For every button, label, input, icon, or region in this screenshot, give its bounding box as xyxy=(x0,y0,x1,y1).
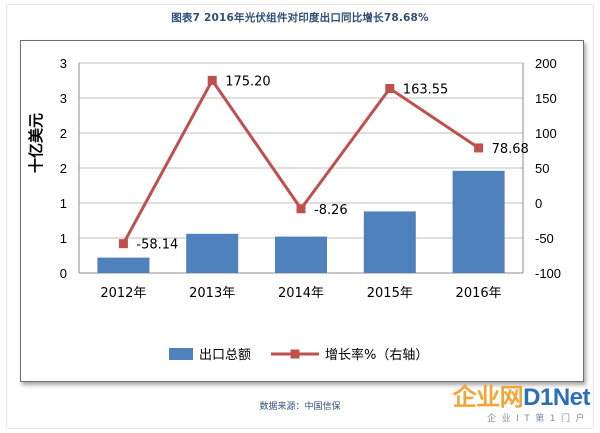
right-tick-label: -50 xyxy=(535,231,554,246)
right-tick-label: 200 xyxy=(535,56,557,71)
x-tick-label: 2016年 xyxy=(456,286,502,301)
x-tick-label: 2013年 xyxy=(189,286,235,301)
growth-marker xyxy=(118,239,128,249)
data-source: 数据来源：中国信保 xyxy=(259,402,341,412)
left-tick-label: 0 xyxy=(60,266,67,281)
legend-line-label: 增长率%（右轴） xyxy=(325,347,428,363)
x-tick-label: 2015年 xyxy=(367,286,413,301)
growth-data-label: -58.14 xyxy=(136,238,178,253)
logo-en-text: D1Net xyxy=(523,384,590,411)
x-tick-label: 2014年 xyxy=(278,286,324,301)
legend-bar-swatch xyxy=(169,348,193,360)
growth-data-label: 175.20 xyxy=(225,74,271,89)
growth-line xyxy=(122,77,480,245)
bar-3 xyxy=(275,236,327,273)
logo-cn-text: 企业网 xyxy=(452,384,524,411)
bar-1 xyxy=(97,257,150,273)
growth-marker xyxy=(385,84,395,94)
legend-line-marker xyxy=(290,349,300,359)
left-tick-label: 3 xyxy=(60,91,67,106)
left-tick-label: 2 xyxy=(60,161,67,176)
right-tick-label: 150 xyxy=(535,91,557,106)
bar-2 xyxy=(186,233,239,273)
y-axis-title: 十亿美元 xyxy=(27,113,45,173)
growth-marker xyxy=(474,143,484,153)
bar-4 xyxy=(363,211,416,273)
left-tick-label: 3 xyxy=(60,56,67,71)
left-tick-label: 1 xyxy=(60,196,67,211)
right-tick-label: 50 xyxy=(535,161,549,176)
growth-data-label: -8.26 xyxy=(314,203,348,218)
chart-title: 图表7 2016年光伏组件对印度出口同比增长78.68% xyxy=(171,12,429,24)
right-tick-label: -100 xyxy=(535,266,561,281)
logo-tagline: 企业IT第1门户 xyxy=(487,414,590,424)
growth-data-label: 163.55 xyxy=(403,83,449,98)
x-tick-label: 2012年 xyxy=(100,286,146,301)
right-tick-label: 100 xyxy=(535,126,557,141)
logo-wordmark: 企业网D1Net xyxy=(452,384,591,411)
growth-data-label: 78.68 xyxy=(492,142,529,157)
right-tick-label: 0 xyxy=(535,196,542,211)
chart-frame: 0 -100 1 -50 1 0 2 50 2 100 3 150 3 200 十亿美元 2012年 2013年… xyxy=(20,40,584,382)
d1net-logo[interactable]: 企业网D1Net 企业IT第1门户 xyxy=(430,384,591,425)
left-tick-label: 2 xyxy=(60,126,67,141)
legend-bar-label: 出口总额 xyxy=(199,348,251,363)
growth-marker xyxy=(296,204,306,214)
growth-marker xyxy=(207,75,217,85)
bar-5 xyxy=(452,170,505,273)
chart-svg: 0 -100 1 -50 1 0 2 50 2 100 3 150 3 200 十亿美元 2012年 2013年… xyxy=(27,56,561,363)
left-tick-label: 1 xyxy=(60,231,67,246)
